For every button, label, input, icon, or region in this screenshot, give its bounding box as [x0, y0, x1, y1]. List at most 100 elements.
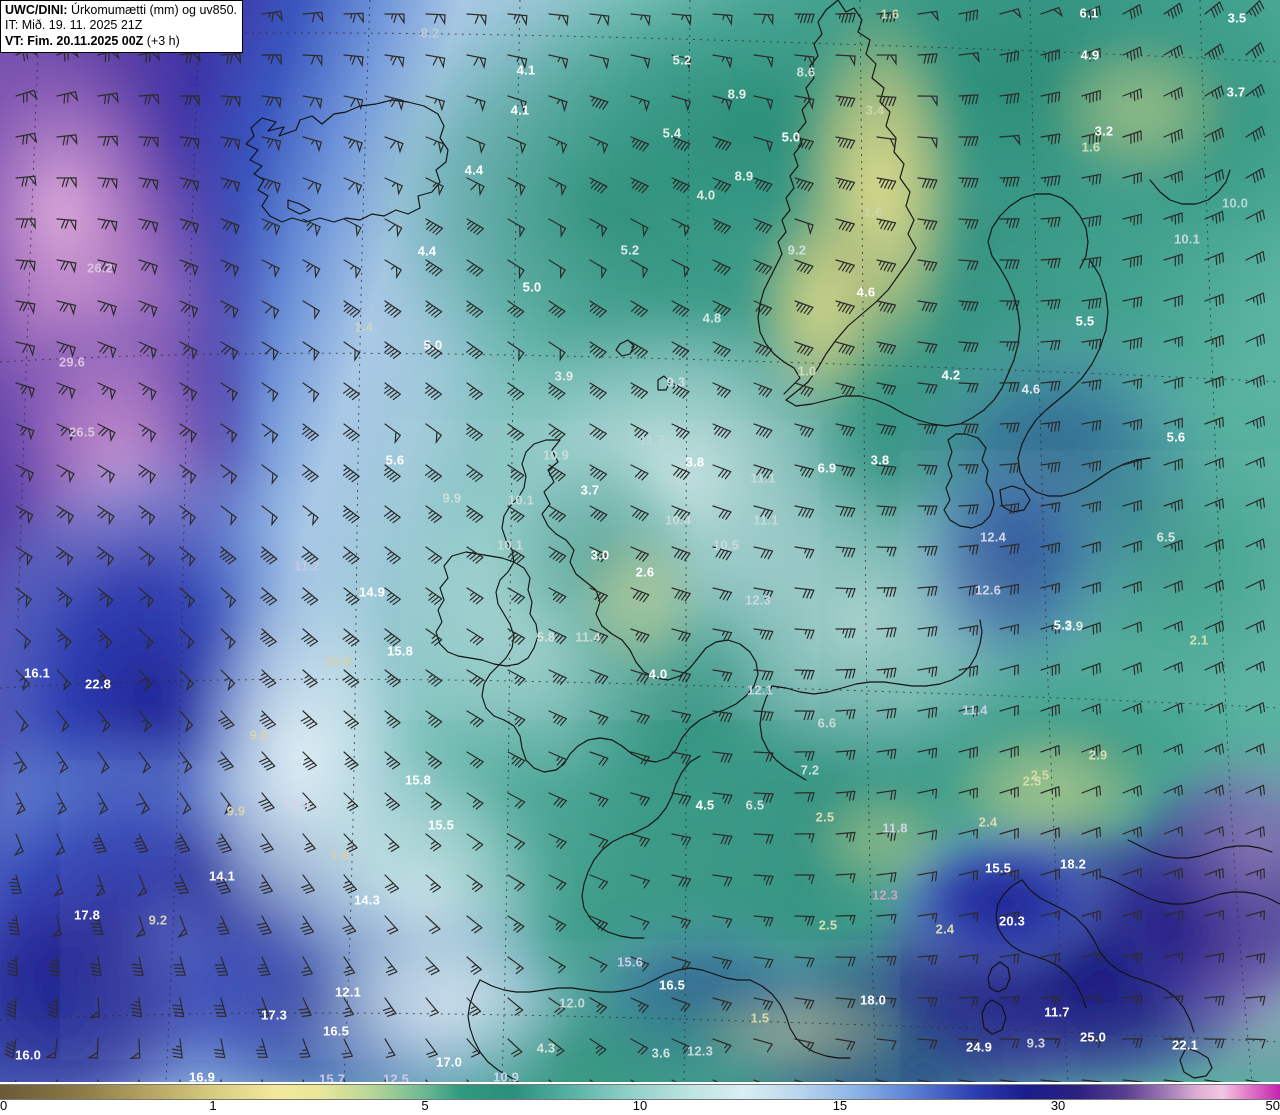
wind-barb: [1204, 169, 1225, 183]
wind-barb: [1081, 995, 1102, 1006]
wind-barb: [55, 833, 66, 857]
wind-barb: [15, 218, 36, 230]
wind-barb: [712, 423, 732, 439]
wind-barb: [47, 997, 58, 1018]
colorbar[interactable]: 0 1 5 10 15 30 50: [0, 1082, 1280, 1115]
wind-barb: [1204, 539, 1224, 552]
wind-barb: [999, 953, 1020, 964]
wind-barb: [671, 833, 692, 847]
wind-barb: [466, 464, 484, 482]
wind-barb: [425, 177, 444, 196]
wind-barb: [548, 136, 568, 155]
wind-barb: [97, 177, 118, 190]
wind-barb: [753, 341, 773, 357]
wind-barb: [56, 423, 76, 442]
wind-barb: [260, 546, 278, 565]
wind-barb: [958, 300, 979, 312]
wind-barb: [1081, 297, 1102, 310]
wind-barb: [342, 505, 360, 524]
wind-barb: [56, 382, 76, 400]
wind-barb: [999, 745, 1019, 758]
wind-barb: [958, 1038, 979, 1049]
wind-barb: [1040, 663, 1060, 676]
wind-barb: [876, 54, 897, 66]
wind-barb: [1081, 338, 1102, 350]
wind-barb: [1040, 175, 1061, 187]
wind-barb: [466, 915, 483, 934]
wind-barb: [1245, 538, 1266, 550]
wind-barb: [92, 833, 107, 854]
wind-barb: [712, 341, 731, 358]
wind-barb: [712, 874, 733, 887]
wind-barb: [548, 956, 566, 974]
wind-barb: [835, 790, 856, 801]
wind-barb: [835, 464, 856, 477]
wind-barb: [1163, 212, 1183, 225]
wind-barb: [466, 423, 484, 441]
wind-barb: [260, 587, 278, 606]
wind-barb: [425, 587, 443, 605]
wind-barb: [138, 259, 158, 276]
wind-barb: [835, 668, 856, 679]
wind-barbs: [4, 0, 1266, 1082]
wind-barb: [507, 218, 526, 238]
wind-barb: [1081, 622, 1101, 635]
wind-barb: [507, 341, 525, 362]
wind-barb: [1040, 133, 1061, 145]
wind-barb: [630, 587, 650, 603]
wind-barb: [1081, 826, 1101, 839]
wind-barb: [630, 874, 650, 889]
wind-barb: [466, 95, 486, 112]
wind-barb: [917, 1038, 938, 1050]
weather-map[interactable]: 6.1 3.5 8.2 1.6 4.9 4.1 5.2 8.6 8.9 4.1 3.4 3.2 5.4 5…: [0, 0, 1280, 1082]
wind-barb: [261, 218, 281, 237]
wind-barb: [1204, 127, 1225, 143]
wind-barb: [97, 92, 119, 105]
wind-barb: [589, 915, 608, 931]
wind-barb: [794, 915, 815, 926]
wind-barb: [1245, 995, 1266, 1006]
colorbar-gradient[interactable]: [0, 1084, 1280, 1100]
wind-barb: [13, 833, 24, 857]
wind-barb: [260, 628, 277, 647]
wind-barb: [876, 259, 897, 273]
wind-barb: [341, 1038, 353, 1059]
wind-barb: [425, 628, 443, 646]
wind-barb: [15, 669, 31, 692]
wind-barb: [15, 89, 38, 104]
wind-barb: [425, 341, 443, 359]
colorbar-ticks: 0 1 5 10 15 30 50: [0, 1098, 1280, 1115]
wind-barb: [548, 464, 566, 482]
wind-barb: [712, 54, 733, 69]
wind-barb: [259, 710, 276, 730]
wind-barb: [630, 1079, 636, 1082]
colorbar-tick: 15: [832, 1098, 848, 1113]
wind-barb: [1204, 743, 1225, 755]
wind-barb: [258, 792, 275, 812]
wind-barb: [56, 134, 78, 146]
wind-barb: [958, 177, 979, 188]
wind-barb: [712, 669, 733, 682]
title-line-it: IT: Mið. 19. 11. 2025 21Z: [5, 18, 237, 33]
wind-barb: [15, 505, 34, 525]
wind-barb: [342, 628, 360, 647]
wind-barb: [466, 136, 486, 155]
wind-barb: [343, 833, 358, 853]
wind-barb: [507, 177, 526, 197]
wind-barb: [302, 300, 321, 321]
wind-barb: [589, 587, 608, 603]
wind-barb: [302, 136, 323, 153]
wind-barb: [958, 1079, 978, 1082]
wind-barb: [999, 624, 1020, 635]
wind-barb: [135, 792, 150, 816]
wind-barb: [97, 792, 109, 816]
wind-barb: [835, 546, 856, 558]
wind-barb: [257, 956, 271, 977]
wind-barb: [343, 300, 361, 318]
wind-barb: [958, 259, 979, 271]
wind-barb: [753, 423, 773, 439]
wind-barb: [548, 341, 566, 362]
wind-barb: [56, 669, 71, 692]
wind-barb: [94, 874, 106, 898]
wind-barb: [1204, 498, 1224, 510]
